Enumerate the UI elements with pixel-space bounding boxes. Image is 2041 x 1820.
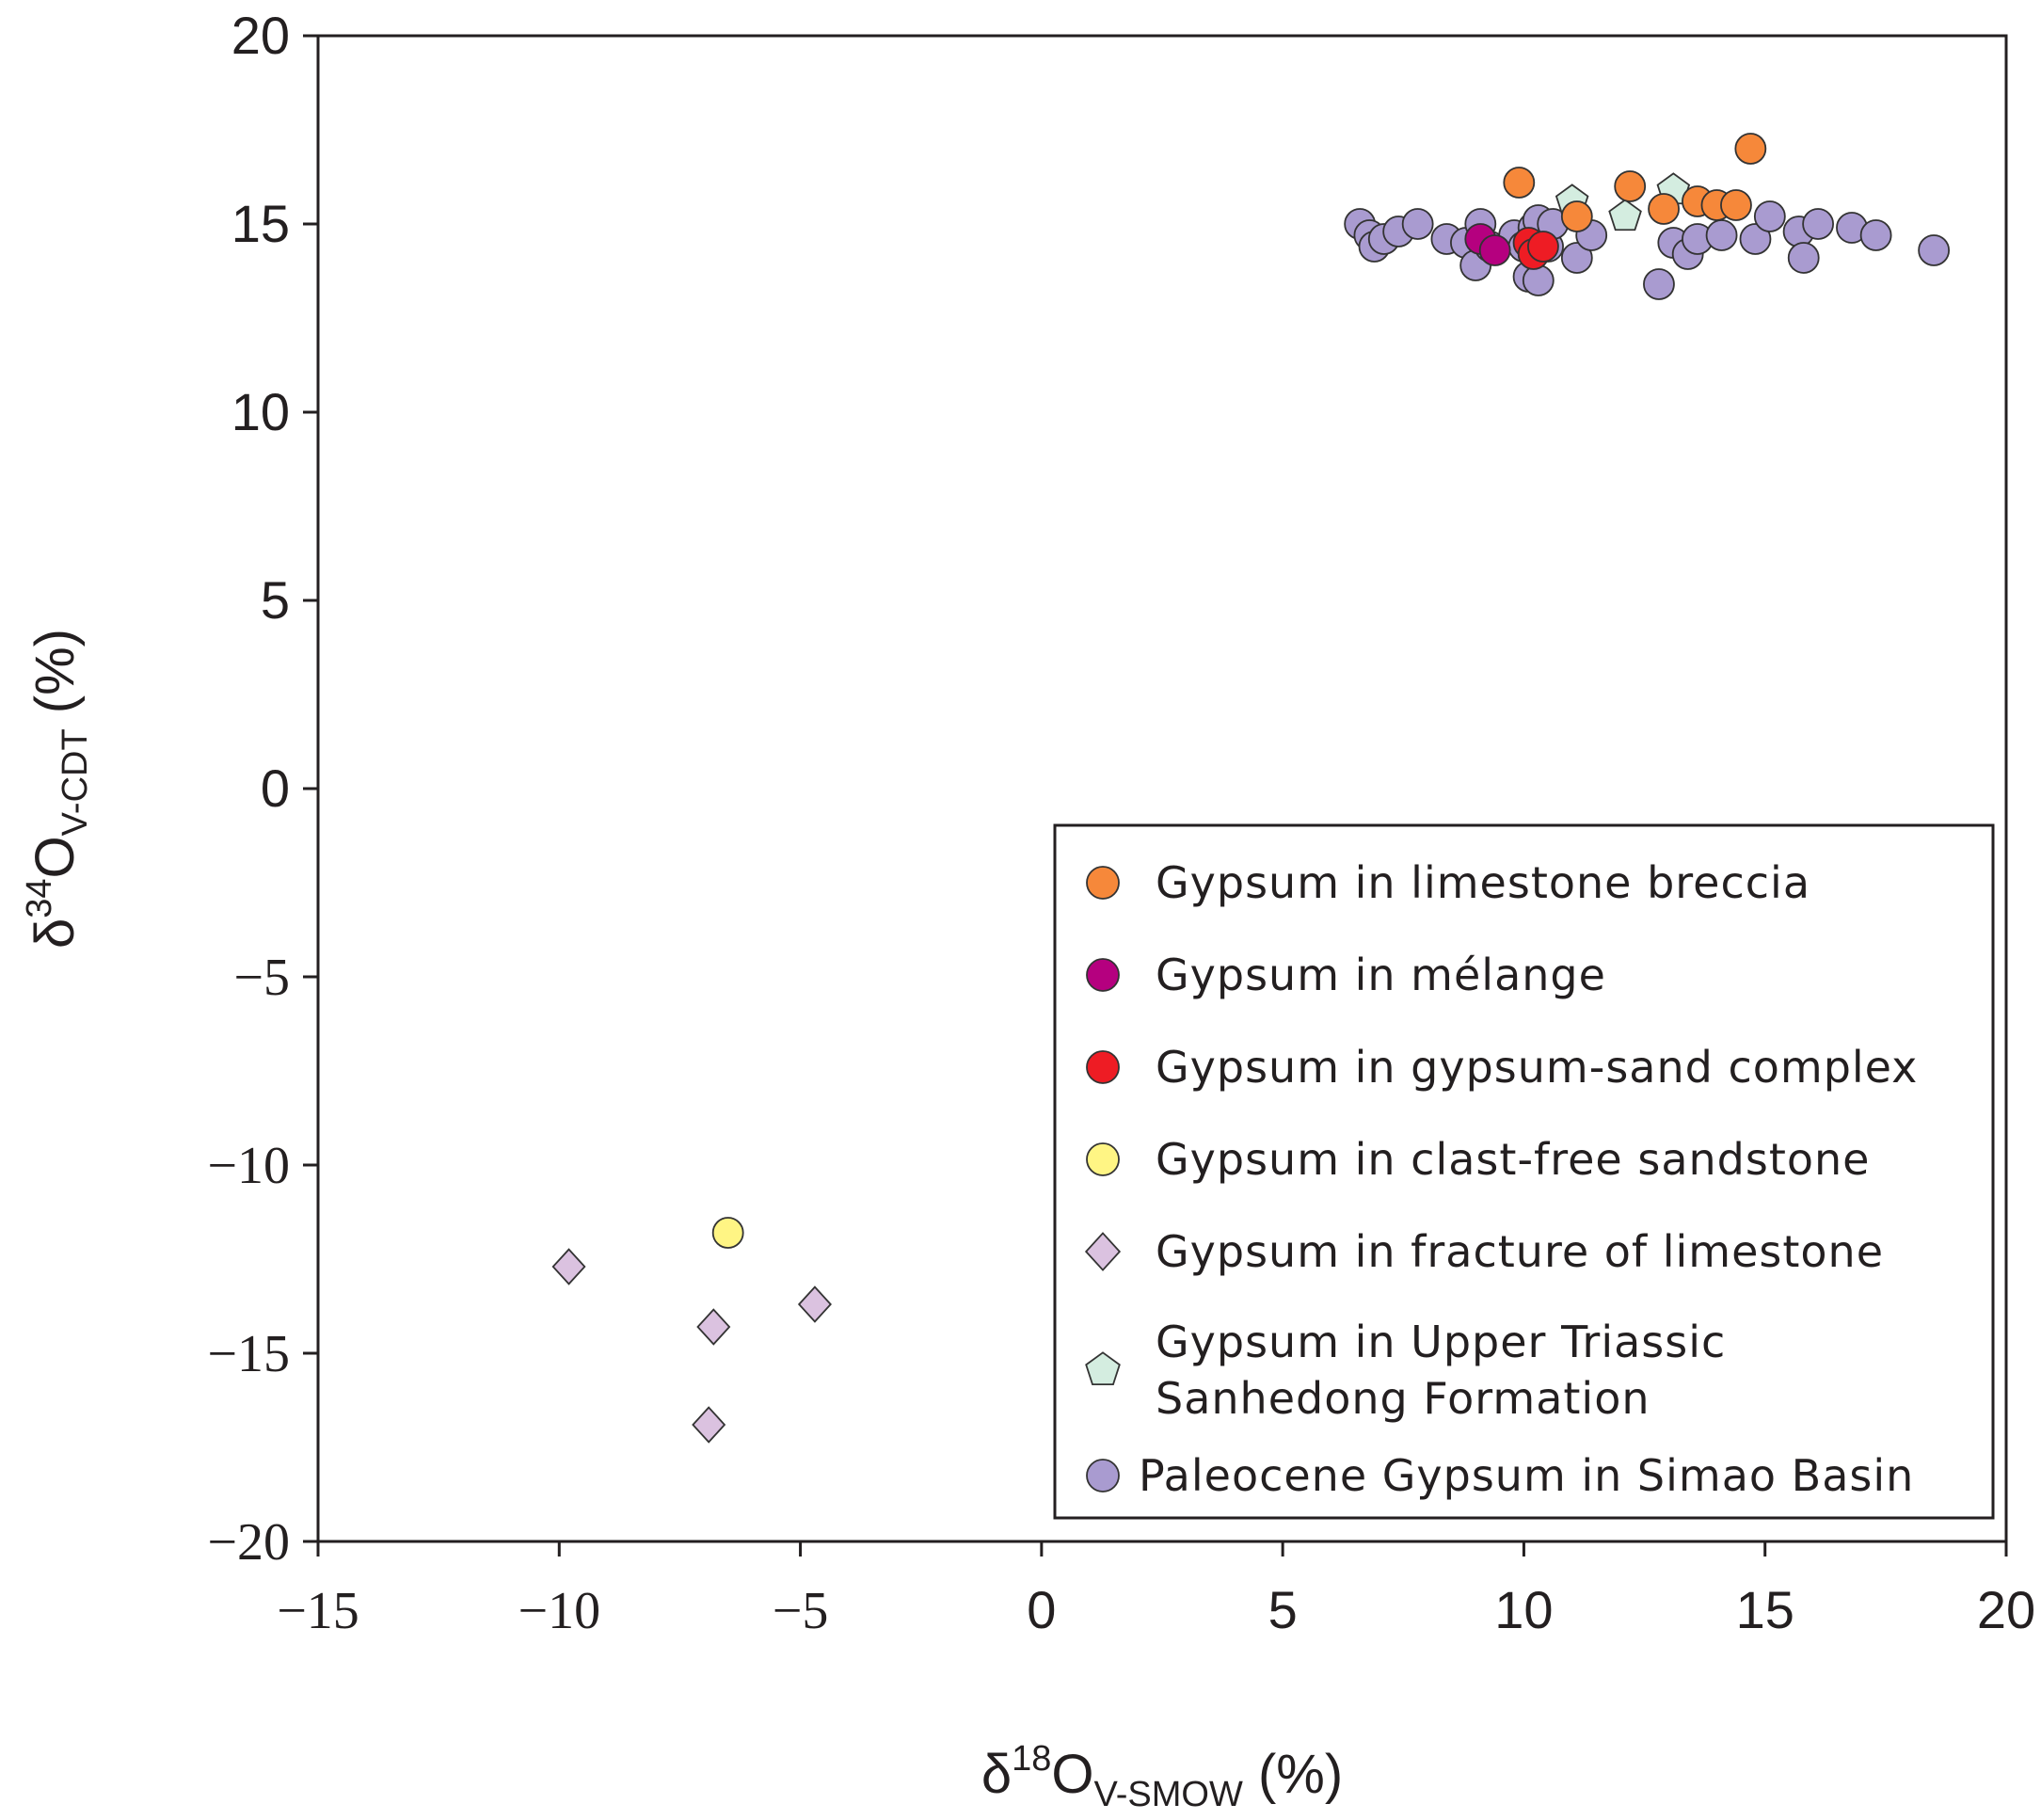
legend-label-gypsum-in-fracture-of-limestone: Gypsum in fracture of limestone [1156, 1226, 1884, 1277]
point-gypsum-in-limestone-breccia [1720, 189, 1752, 221]
point-paleocene-gypsum-in-simao-basin [1643, 268, 1675, 300]
x-tick-label: 10 [1494, 1580, 1553, 1639]
y-axis-label: δ34OV-CDT (%) [20, 629, 95, 949]
point-gypsum-in-limestone-breccia [1614, 170, 1647, 202]
y-axis-label-sup: 34 [20, 878, 59, 918]
legend: Gypsum in limestone breccia Gypsum in mél… [1053, 823, 1995, 1520]
legend-label-gypsum-in-upper-triassic-sanhedong-formation-line-2: Sanhedong Formation [1156, 1373, 1650, 1424]
y-tick-label: 10 [231, 382, 290, 441]
x-axis-label-elem: O [1051, 1744, 1093, 1805]
x-axis-label-base: δ [981, 1744, 1012, 1805]
legend-marker-gypsum-in-fracture-of-limestone [1084, 1232, 1122, 1271]
point-gypsum-in-fracture-of-limestone [797, 1285, 832, 1323]
x-axis-label-sub: V-SMOW [1094, 1775, 1243, 1814]
point-gypsum-in-m-lange [1478, 234, 1511, 266]
y-tick-label: 20 [231, 6, 290, 65]
y-tick-label: −20 [207, 1513, 290, 1572]
x-tick-label: −10 [518, 1582, 600, 1640]
point-gypsum-in-fracture-of-limestone [692, 1406, 726, 1444]
x-tick-label: 20 [1977, 1580, 2035, 1639]
y-axis-label-elem: O [24, 836, 86, 878]
point-gypsum-in-limestone-breccia [1734, 133, 1767, 165]
x-axis-label-unit: (%) [1243, 1744, 1343, 1805]
legend-marker-gypsum-in-clast-free-sandstone [1086, 1142, 1120, 1176]
y-tick-label: −15 [207, 1325, 290, 1383]
y-tick-label: 15 [231, 194, 290, 253]
legend-label-gypsum-in-clast-free-sandstone: Gypsum in clast-free sandstone [1156, 1134, 1870, 1185]
y-tick-label: −10 [207, 1137, 290, 1195]
y-axis-label-base: δ [24, 918, 86, 949]
point-gypsum-in-limestone-breccia [1648, 193, 1680, 225]
point-paleocene-gypsum-in-simao-basin [1522, 264, 1555, 296]
legend-marker-gypsum-in-m-lange [1086, 958, 1120, 992]
legend-marker-gypsum-in-gypsum-sand-complex [1086, 1050, 1120, 1084]
point-paleocene-gypsum-in-simao-basin [1859, 219, 1892, 251]
x-tick-label: 15 [1736, 1580, 1794, 1639]
legend-label-gypsum-in-limestone-breccia: Gypsum in limestone breccia [1156, 857, 1810, 908]
point-gypsum-in-limestone-breccia [1503, 167, 1536, 199]
point-gypsum-in-fracture-of-limestone [551, 1248, 586, 1285]
y-axis-label-sub: V-CDT [56, 728, 95, 836]
point-paleocene-gypsum-in-simao-basin [1560, 242, 1593, 274]
point-paleocene-gypsum-in-simao-basin [1753, 200, 1786, 232]
legend-box [1053, 823, 1995, 1520]
data-points [551, 133, 1951, 1444]
point-gypsum-in-gypsum-sand-complex [1527, 231, 1559, 263]
x-tick-label: 5 [1268, 1580, 1298, 1639]
y-tick-label: −5 [233, 949, 290, 1007]
legend-label-gypsum-in-upper-triassic-sanhedong-formation-line-1: Gypsum in Upper Triassic [1156, 1317, 1726, 1367]
legend-marker-paleocene-gypsum-in-simao-basin [1086, 1459, 1120, 1493]
point-paleocene-gypsum-in-simao-basin [1802, 208, 1834, 240]
x-tick-label: 0 [1027, 1580, 1056, 1639]
legend-label-gypsum-in-gypsum-sand-complex: Gypsum in gypsum-sand complex [1156, 1042, 1918, 1093]
point-paleocene-gypsum-in-simao-basin [1705, 219, 1738, 251]
point-gypsum-in-upper-triassic-sanhedong-formation [1608, 199, 1642, 231]
point-paleocene-gypsum-in-simao-basin [1401, 208, 1434, 240]
point-paleocene-gypsum-in-simao-basin [1918, 234, 1951, 266]
x-axis: −15 −10 −5 0 5 10 15 20 [277, 1541, 2035, 1640]
point-paleocene-gypsum-in-simao-basin [1787, 242, 1820, 274]
point-gypsum-in-clast-free-sandstone [711, 1217, 744, 1249]
point-paleocene-gypsum-in-simao-basin [1739, 223, 1772, 255]
y-tick-label: 5 [261, 570, 290, 630]
point-gypsum-in-fracture-of-limestone [696, 1308, 731, 1346]
x-tick-label: −5 [773, 1582, 829, 1640]
x-tick-label: −15 [277, 1582, 359, 1640]
x-axis-label: δ18OV-SMOW (%) [981, 1739, 1343, 1814]
y-axis: −20 −15 −10 −5 0 5 10 15 20 [207, 6, 318, 1572]
x-axis-label-sup: 18 [1012, 1739, 1051, 1779]
point-gypsum-in-limestone-breccia [1560, 200, 1593, 232]
y-tick-label: 0 [261, 758, 290, 818]
legend-label-gypsum-in-m-lange: Gypsum in mélange [1156, 950, 1606, 1000]
legend-marker-gypsum-in-limestone-breccia [1086, 866, 1120, 900]
y-axis-label-unit: (%) [24, 629, 86, 728]
legend-label-paleocene-gypsum-in-simao-basin: Paleocene Gypsum in Simao Basin [1139, 1450, 1914, 1501]
legend-marker-gypsum-in-upper-triassic-sanhedong-formation [1085, 1351, 1121, 1386]
